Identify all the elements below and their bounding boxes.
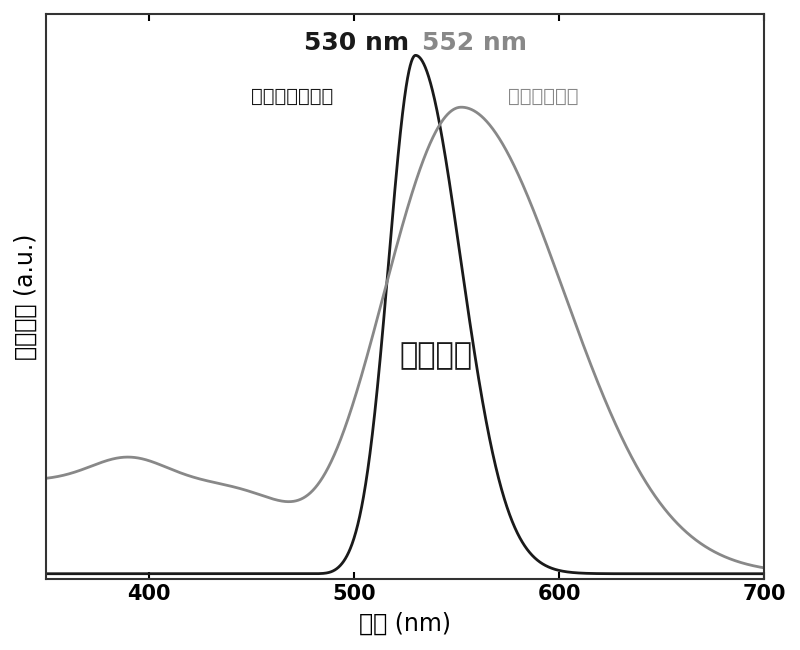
Y-axis label: 荧光强度 (a.u.): 荧光强度 (a.u.) [14,233,38,359]
Text: 吖啊橙发射光谱: 吖啊橙发射光谱 [251,86,334,106]
Text: 552 nm: 552 nm [422,31,526,55]
Text: 530 nm: 530 nm [304,31,410,55]
X-axis label: 波长 (nm): 波长 (nm) [359,612,451,636]
Text: 碳点激发光谱: 碳点激发光谱 [508,86,578,106]
Text: 重叠区域: 重叠区域 [399,341,473,370]
